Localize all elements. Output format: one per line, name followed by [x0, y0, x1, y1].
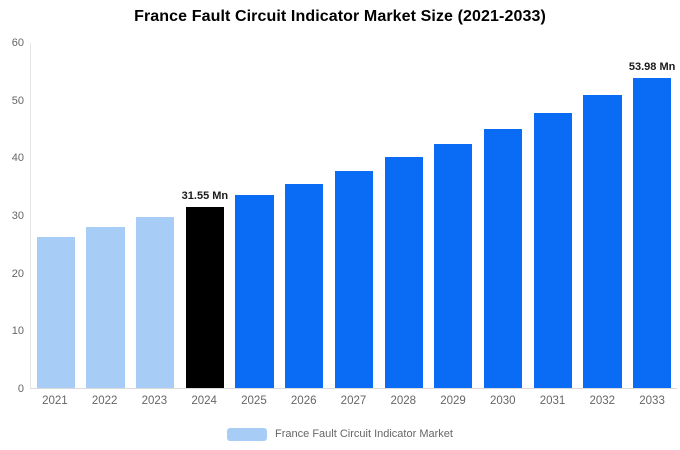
bar-2029[interactable]	[434, 143, 473, 388]
bar-2032[interactable]	[583, 95, 622, 388]
data-label-2024: 31.55 Mn	[181, 189, 229, 202]
bar-2027[interactable]	[334, 171, 374, 388]
bar-2026[interactable]	[285, 183, 324, 388]
y-tick-label: 0	[17, 383, 24, 395]
x-tick-label-2028: 2028	[390, 395, 417, 407]
bar-column-2027	[329, 43, 379, 388]
bar-2024[interactable]	[185, 206, 225, 388]
y-tick-label: 10	[11, 325, 24, 338]
legend-item[interactable]: France Fault Circuit Indicator Market	[0, 425, 680, 443]
x-tick-label-2026: 2026	[290, 395, 317, 407]
bar-column-2030	[478, 43, 528, 388]
x-tick-label-2032: 2032	[589, 395, 616, 407]
x-tick-label-2024: 2024	[191, 395, 217, 407]
x-tick-label-2031: 2031	[539, 395, 566, 407]
bar-column-2028	[379, 43, 429, 388]
x-tick-label-2023: 2023	[141, 395, 168, 407]
bar-2023[interactable]	[136, 217, 175, 388]
legend-swatch	[227, 427, 268, 441]
bar-2021[interactable]	[36, 236, 75, 388]
y-tick-label: 50	[11, 94, 24, 107]
x-tick-label-2030: 2030	[489, 395, 516, 407]
bar-column-2023	[130, 43, 180, 388]
bar-column-2032	[578, 43, 628, 388]
bar-column-2031	[528, 43, 578, 388]
y-axis: 0 10 20 30 40 50 60	[0, 37, 24, 395]
y-tick-label: 20	[11, 267, 24, 280]
x-tick-label-2025: 2025	[241, 395, 267, 407]
data-label-2033: 53.98 Mn	[628, 60, 676, 73]
x-tick-label-2029: 2029	[440, 395, 466, 407]
bar-2022[interactable]	[86, 227, 125, 388]
bar-column-2026	[279, 43, 329, 388]
y-tick-label: 30	[11, 210, 24, 222]
x-tick-label-2021: 2021	[42, 395, 68, 407]
bar-column-2024: 31.55 Mn	[180, 43, 230, 388]
bar-2030[interactable]	[483, 128, 523, 388]
legend-label: France Fault Circuit Indicator Market	[275, 428, 453, 440]
x-tick-label-2022: 2022	[91, 395, 118, 407]
bar-column-2029	[429, 43, 479, 388]
bar-column-2033: 53.98 Mn	[627, 43, 677, 388]
bar-2031[interactable]	[533, 112, 572, 388]
bar-2025[interactable]	[235, 195, 274, 388]
bar-2028[interactable]	[384, 157, 423, 388]
bar-2033[interactable]	[632, 77, 672, 388]
bar-column-2021	[31, 43, 81, 388]
chart-title: France Fault Circuit Indicator Market Si…	[134, 8, 546, 25]
x-tick-label-2027: 2027	[340, 395, 367, 407]
x-tick-label-2033: 2033	[639, 395, 665, 407]
bars-area: 31.55 Mn 53.98 Mn	[31, 43, 677, 388]
y-tick-label: 40	[11, 152, 24, 165]
y-tick-label: 60	[11, 37, 24, 49]
x-axis: 2021 2022 2023 2024 2025 2026 2027 2028 2029 2030…	[30, 395, 677, 411]
bar-column-2025	[230, 43, 280, 388]
plot-area: 31.55 Mn 53.98 Mn	[30, 43, 677, 389]
bar-column-2022	[81, 43, 131, 388]
